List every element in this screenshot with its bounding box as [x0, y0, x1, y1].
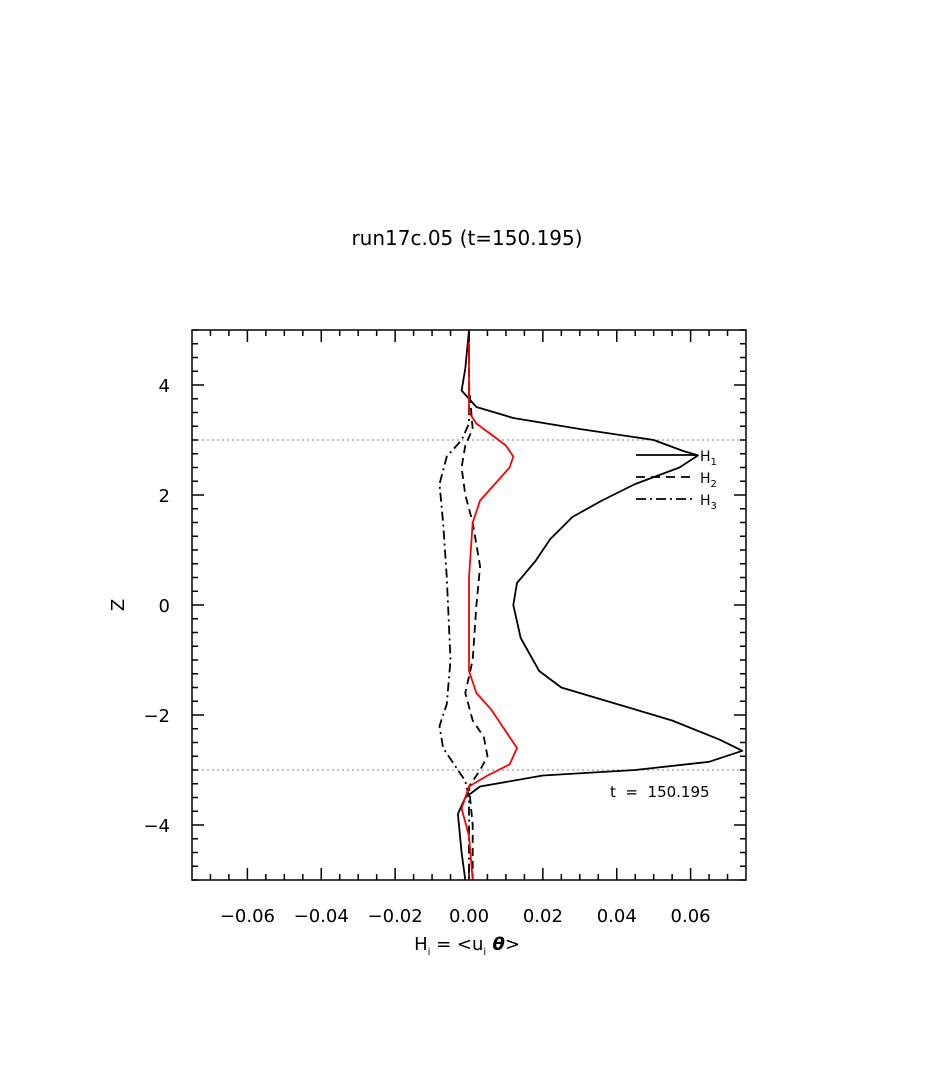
y-tick-label: 2: [159, 486, 170, 507]
x-tick-label: 0.06: [671, 906, 711, 927]
x-tick-label: 0.00: [449, 906, 489, 927]
series-line-h-red: [460, 330, 518, 881]
y-tick-label: 0: [159, 596, 170, 617]
y-tick-label: −4: [143, 816, 170, 837]
axis-ticks: −0.06 −0.04 −0.02 0.00 0.02 0.04 0.06 −4 −2 0 2 4: [143, 329, 746, 927]
series-line-h3: [438, 330, 470, 880]
y-axis-label: Z: [108, 599, 129, 611]
x-axis-label: Hi = <ui θ>: [414, 934, 520, 958]
x-tick-label: 0.04: [597, 906, 637, 927]
legend: H1 H2 H3: [636, 449, 717, 512]
time-annotation: t = 150.195: [610, 783, 710, 801]
chart-title: run17c.05 (t=150.195): [351, 226, 582, 250]
y-tick-label: 4: [159, 376, 170, 397]
series-line-h1: [457, 329, 744, 881]
legend-label-h2: H2: [700, 471, 717, 490]
x-tick-label: −0.04: [294, 906, 349, 927]
series-group: [438, 329, 744, 881]
x-tick-label: −0.02: [368, 906, 423, 927]
y-tick-label: −2: [143, 706, 170, 727]
x-tick-label: 0.02: [523, 906, 563, 927]
x-tick-label: −0.06: [220, 906, 275, 927]
legend-label-h1: H1: [700, 449, 717, 468]
series-line-h2: [460, 330, 489, 880]
legend-label-h3: H3: [700, 493, 717, 512]
